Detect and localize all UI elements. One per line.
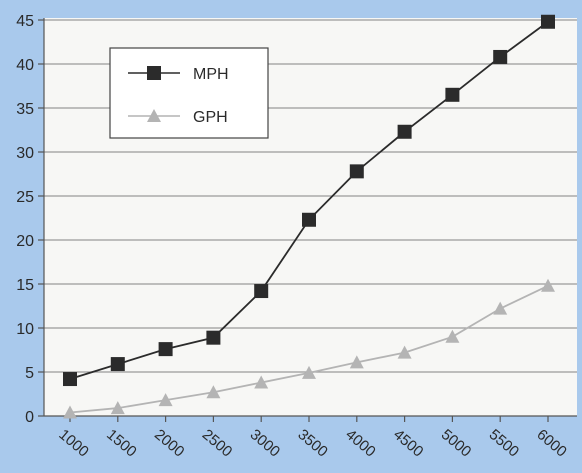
x-tick-label: 4500 <box>390 426 426 460</box>
data-point-gph <box>397 345 412 359</box>
x-tick-label: 3500 <box>294 426 330 460</box>
data-point-gph <box>445 329 460 343</box>
data-point-mph <box>206 330 221 345</box>
x-tick-label: 1000 <box>55 426 91 460</box>
legend-label-gph: GPH <box>193 109 228 126</box>
data-point-mph <box>254 284 269 299</box>
data-point-gph <box>349 355 364 369</box>
legend-item-mph: MPH <box>128 66 229 83</box>
data-point-mph <box>445 87 460 102</box>
x-tick-label: 1500 <box>103 426 139 460</box>
x-tick-label: 2500 <box>199 426 235 460</box>
y-tick-label: 15 <box>16 277 34 294</box>
legend-marker-square-icon <box>147 66 161 80</box>
y-tick-label: 20 <box>16 233 34 250</box>
legend-label-mph: MPH <box>193 66 229 83</box>
data-point-gph <box>493 301 508 315</box>
y-tick-label: 5 <box>25 365 34 382</box>
y-tick-label: 35 <box>16 101 34 118</box>
legend-box <box>109 47 269 139</box>
x-tick-label: 6000 <box>533 426 569 460</box>
data-point-gph <box>302 365 316 379</box>
y-tick-label: 30 <box>16 145 34 162</box>
x-tick-label: 5000 <box>438 426 474 460</box>
legend-item-gph: GPH <box>128 109 228 126</box>
data-point-mph <box>110 357 125 372</box>
x-tick-label: 5500 <box>486 426 522 460</box>
data-point-mph <box>158 342 173 357</box>
y-tick-label: 10 <box>16 321 34 338</box>
data-point-mph <box>349 164 364 179</box>
data-point-mph <box>493 49 508 64</box>
x-tick-label: 4000 <box>342 426 378 460</box>
data-point-gph <box>63 405 77 419</box>
series-lines <box>63 14 555 419</box>
y-tick-label: 25 <box>16 189 34 206</box>
y-tick-label: 40 <box>16 57 34 74</box>
data-point-gph <box>206 385 221 399</box>
y-tick-labels: 0 5 10 15 20 25 30 35 40 45 <box>16 13 44 426</box>
x-tick-label: 2000 <box>151 426 187 460</box>
data-point-mph <box>302 212 316 227</box>
data-point-mph <box>541 14 555 29</box>
data-point-gph <box>541 278 555 292</box>
x-tick-labels: 1000 1500 2000 2500 3000 3500 4000 4500 5000 5500… <box>55 416 570 461</box>
axes <box>43 18 577 417</box>
y-tick-label: 0 <box>25 409 34 426</box>
y-tick-label: 45 <box>16 13 34 30</box>
legend-marker-triangle-icon <box>147 109 161 122</box>
x-tick-label: 3000 <box>247 426 283 460</box>
data-point-gph <box>158 393 173 407</box>
legend: MPH GPH <box>109 47 269 139</box>
data-point-gph <box>110 401 125 415</box>
data-point-mph <box>397 124 412 139</box>
data-point-mph <box>63 372 77 387</box>
data-point-gph <box>254 375 269 389</box>
